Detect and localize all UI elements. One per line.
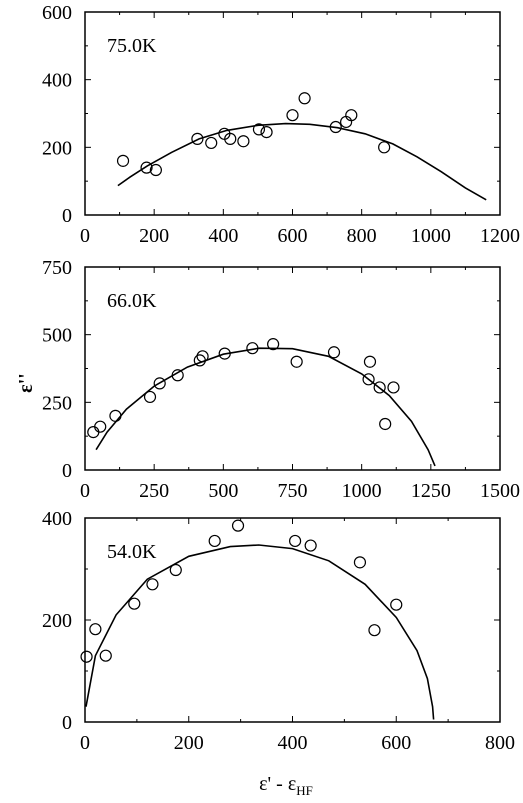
y-tick-label: 750 [42,257,72,279]
data-point [99,649,112,662]
x-axis-label-subscript: HF [296,783,313,798]
data-point [146,578,159,591]
y-tick-label: 0 [62,205,72,227]
data-point [208,534,221,548]
y-tick-label: 0 [62,460,72,482]
x-tick-label: 800 [347,225,377,247]
data-point [231,519,245,532]
data-point [87,426,100,439]
data-point [286,109,299,122]
x-axis-label: ε' - εHF [259,773,313,798]
data-point [298,92,311,105]
y-tick-label: 250 [42,392,72,414]
data-point [353,556,367,569]
chart-panel-1: 0 200 400 600 800 1000 1200 0 200 400 600 75.0K [42,2,520,247]
temperature-label: 75.0K [107,35,157,57]
x-tick-label: 600 [278,225,308,247]
data-point [153,377,166,390]
data-point [169,563,182,577]
x-tick-label: 400 [278,732,308,754]
x-tick-label: 200 [139,225,169,247]
data-point [378,141,391,154]
data-point [246,342,259,355]
x-tick-label: 1500 [480,480,520,502]
data-point [205,136,218,150]
data-point [94,420,107,433]
x-axis-label-main: ε' - ε [259,773,296,795]
data-point [196,350,209,363]
x-tick-label: 1250 [411,480,451,502]
y-tick-label: 600 [42,2,72,24]
x-tick-label: 800 [485,732,515,754]
x-tick-label: 1000 [411,225,451,247]
data-point [329,120,342,134]
data-point [288,534,302,548]
x-tick-label: 400 [208,225,238,247]
data-point [149,163,162,177]
data-point [191,132,204,145]
x-tick-label: 0 [80,732,90,754]
data-point [224,132,237,145]
chart-panel-3: 0 200 400 600 800 0 200 400 54.0K [42,508,515,754]
temperature-label: 54.0K [107,541,157,563]
data-point [171,369,184,382]
data-point [80,650,93,663]
data-point [373,381,386,394]
data-point [193,354,206,367]
data-point [89,623,102,636]
data-point [368,624,381,637]
fit-curve [117,122,487,201]
y-tick-label: 0 [62,712,72,734]
data-point [140,161,153,174]
data-point [109,409,122,422]
y-tick-label: 400 [42,508,72,530]
data-point [379,417,392,431]
x-tick-label: 500 [208,480,238,502]
x-tick-label: 200 [174,732,204,754]
data-point [143,390,157,404]
temperature-label: 66.0K [107,290,157,312]
y-tick-label: 200 [42,137,72,159]
data-point [362,373,375,386]
data-point [390,598,403,611]
data-point [218,347,231,360]
fit-curve [95,347,436,467]
x-tick-label: 0 [80,225,90,247]
data-point [304,539,317,552]
fit-curve [85,544,435,720]
data-point [327,346,341,359]
x-tick-label: 250 [139,480,169,502]
data-point [345,109,358,122]
data-point [252,123,266,136]
y-axis-label: ε'' [15,373,37,393]
data-point [128,597,141,610]
data-point [237,135,250,148]
y-tick-label: 400 [42,70,72,92]
data-point [116,154,130,167]
data-point [290,355,303,368]
x-tick-label: 1000 [342,480,382,502]
x-tick-label: 750 [278,480,308,502]
chart-panel-2: 0 250 500 750 1000 1250 1500 0 250 500 750 66.0K [42,257,520,502]
data-point [267,338,280,351]
data-point [260,126,273,139]
x-tick-label: 0 [80,480,90,502]
y-tick-label: 200 [42,610,72,632]
x-tick-label: 600 [381,732,411,754]
x-tick-label: 1200 [480,225,520,247]
data-point [387,381,400,394]
y-tick-label: 500 [42,325,72,347]
data-point [363,355,377,368]
